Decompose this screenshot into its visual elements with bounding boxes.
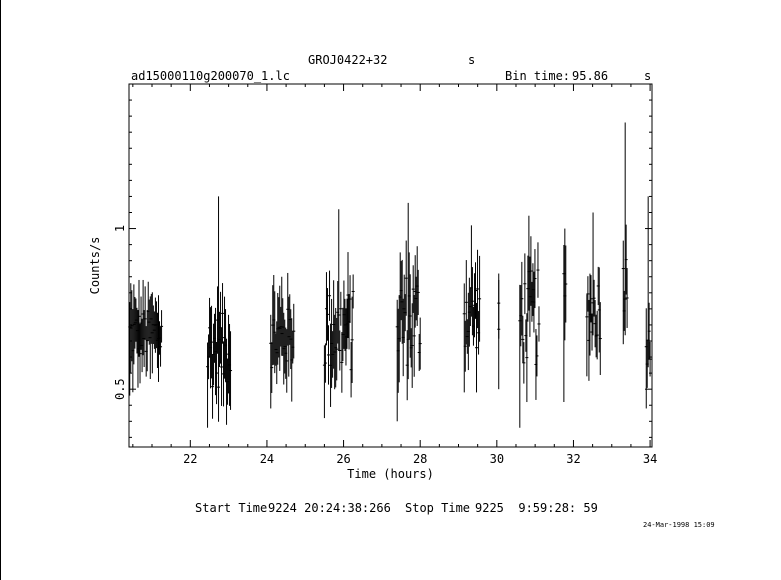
- stop-time-label: Stop Time: [405, 501, 471, 515]
- segment-12: [644, 196, 652, 409]
- segment-2: [206, 196, 233, 428]
- segment-7: [497, 273, 501, 390]
- segment-5: [395, 202, 422, 422]
- window-left-border: [0, 0, 1, 580]
- segment-10: [585, 212, 602, 381]
- x-axis-label: Time (hours): [347, 467, 434, 481]
- x-tick-label: 26: [336, 452, 350, 466]
- segment-8: [518, 215, 541, 428]
- x-tick-label: 22: [183, 452, 197, 466]
- segment-1: [128, 279, 164, 396]
- x-tick-label: 34: [643, 452, 657, 466]
- segment-6: [462, 225, 482, 393]
- plot-frame: [128, 83, 653, 448]
- object-name: GROJ0422+32: [308, 53, 388, 67]
- segment-4: [322, 209, 355, 419]
- object-unit: s: [468, 53, 476, 67]
- light-curve-marks: [128, 122, 652, 428]
- date-stamp: 24-Mar-1998 15:09: [643, 521, 715, 529]
- stop-time-value: 9225 9:59:28: 59: [475, 501, 598, 515]
- x-tick-label: 32: [566, 452, 580, 466]
- bin-time-unit: s: [644, 69, 652, 83]
- y-tick-label: 0.5: [113, 378, 127, 400]
- file-name: ad15000110g200070_1.lc: [131, 69, 290, 83]
- start-time-label: Start Time: [195, 501, 268, 515]
- segment-3: [269, 272, 296, 409]
- x-tick-label: 24: [260, 452, 274, 466]
- segment-9: [562, 228, 568, 403]
- x-tick-label: 28: [413, 452, 427, 466]
- bin-time-label: Bin time:: [505, 69, 571, 83]
- segment-11: [621, 122, 629, 345]
- bin-time-value: 95.86: [572, 69, 609, 83]
- x-tick-label: 30: [490, 452, 504, 466]
- y-tick-label: 1: [113, 225, 127, 232]
- start-time-value: 9224 20:24:38:266: [268, 501, 391, 515]
- y-axis-label: Counts/s: [88, 237, 102, 295]
